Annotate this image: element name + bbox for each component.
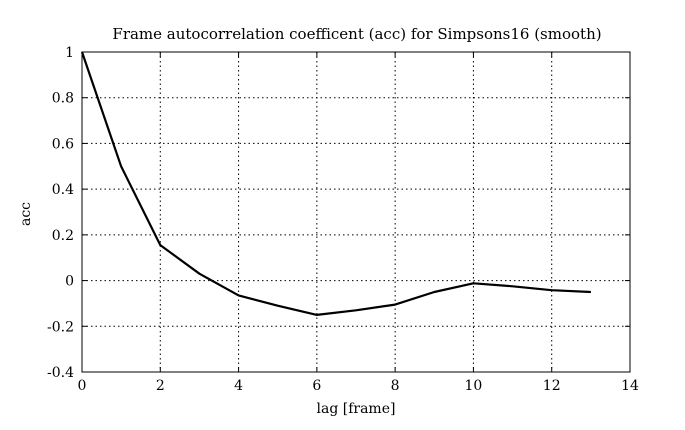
y-tick-label: 0 [65, 274, 74, 290]
ticks: 0 2 4 6 8 10 12 14 -0.4 -0.2 0 0.2 0.4 0.6 0.8 1 [47, 45, 639, 394]
chart-title: Frame autocorrelation coefficent (acc) f… [112, 25, 601, 43]
x-tick-label: 4 [234, 378, 243, 394]
x-tick-label: 2 [156, 378, 165, 394]
grid [82, 52, 630, 372]
y-tick-label: -0.4 [47, 365, 74, 381]
x-tick-label: 0 [78, 378, 87, 394]
x-tick-label: 10 [465, 378, 483, 394]
x-tick-label: 8 [391, 378, 400, 394]
y-tick-label: 0.6 [52, 136, 74, 152]
y-axis-label: acc [18, 202, 34, 226]
y-tick-label: 1 [65, 45, 74, 61]
x-tick-label: 14 [621, 378, 639, 394]
x-axis-label: lag [frame] [317, 401, 396, 417]
x-tick-label: 6 [312, 378, 321, 394]
y-tick-label: 0.2 [52, 228, 74, 244]
y-tick-label: 0.8 [52, 91, 74, 107]
series-group [80, 51, 591, 316]
y-tick-label: -0.2 [47, 319, 74, 335]
plot-frame [81, 51, 631, 373]
x-tick-label: 12 [543, 378, 561, 394]
y-tick-label: 0.4 [52, 182, 74, 198]
series-line [80, 51, 591, 316]
